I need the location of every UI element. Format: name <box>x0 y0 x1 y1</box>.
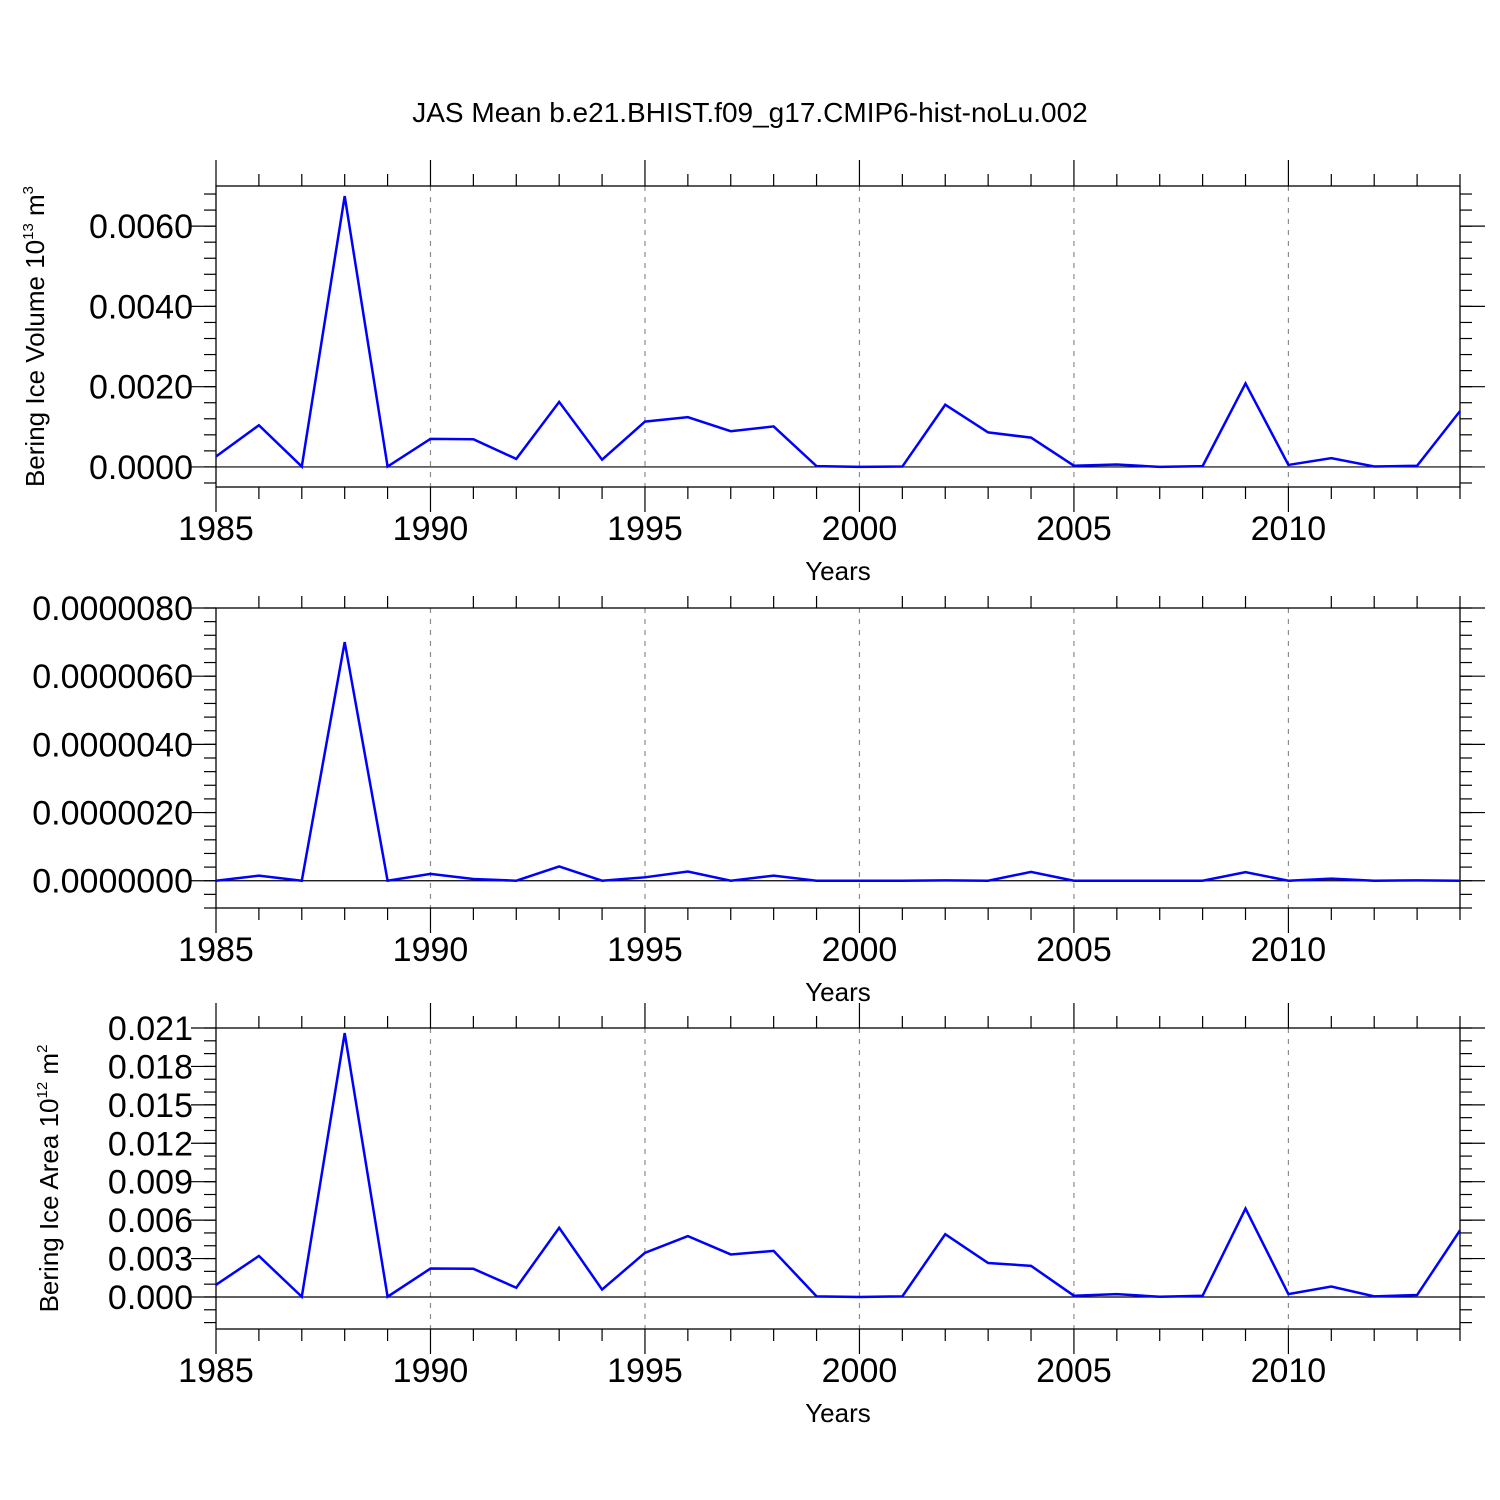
p0-x-tick-label-1985: 1985 <box>178 510 254 548</box>
p0-x-tick-label-2010: 2010 <box>1251 510 1327 548</box>
p2-y-tick-label-0.012: 0.012 <box>108 1125 193 1163</box>
p1-x-tick-label-1990: 1990 <box>393 931 469 969</box>
p1-y-tick-label-0.0000060: 0.0000060 <box>32 658 193 696</box>
p0-y-tick-label-0.0020: 0.0020 <box>89 369 193 407</box>
p2-y-tick-label-0.006: 0.006 <box>108 1202 193 1240</box>
p2-y-tick-label-0.018: 0.018 <box>108 1048 193 1086</box>
p0-y-tick-label-0.0060: 0.0060 <box>89 208 193 246</box>
p2-x-tick-label-2010: 2010 <box>1251 1352 1327 1390</box>
p2-plot-frame <box>215 1027 1461 1330</box>
p0-plot-frame <box>215 185 1461 488</box>
p2-y-tick-label-0.021: 0.021 <box>108 1010 193 1048</box>
p2-y-tick-label-0.015: 0.015 <box>108 1087 193 1125</box>
panel-ice-area: 1985 1990 1995 2000 2005 2010Years0.0000.0030… <box>34 1003 1485 1428</box>
p2-x-axis-label: Years <box>805 1398 871 1428</box>
p2-y-tick-label-0.003: 0.003 <box>108 1241 193 1279</box>
p0-x-tick-label-1995: 1995 <box>607 510 683 548</box>
p1-series-line-0 <box>215 641 1461 883</box>
p0-y-axis-label: Bering Ice Volume 1013 m3 <box>20 186 50 487</box>
p1-x-tick-label-1995: 1995 <box>607 931 683 969</box>
p2-y-tick-label-0.009: 0.009 <box>108 1164 193 1202</box>
p1-plot-frame <box>215 607 1461 909</box>
p2-y-axis-label: Bering Ice Area 1012 m2 <box>34 1045 64 1313</box>
p1-x-tick-label-2000: 2000 <box>822 931 898 969</box>
p0-y-tick-label-0.0000: 0.0000 <box>89 449 193 487</box>
p1-y-tick-label-0.0000020: 0.0000020 <box>32 795 193 833</box>
panel-second-variable: 1985 1990 1995 2000 2005 2010 Years 0.0000000 0.… <box>32 590 1485 1007</box>
p1-y-tick-label-0.0000080: 0.0000080 <box>32 590 193 628</box>
p2-y-tick-label-0.000: 0.000 <box>108 1279 193 1317</box>
p1-x-tick-label-1985: 1985 <box>178 931 254 969</box>
p0-y-tick-label-0.0040: 0.0040 <box>89 288 193 326</box>
p1-x-tick-label-2005: 2005 <box>1036 931 1112 969</box>
p2-series-line-0 <box>215 1032 1462 1300</box>
panel-ice-volume: 1985 1990 1995 2000 2005 2010 Years 0.0000 0.002… <box>20 160 1485 586</box>
p2-x-tick-label-1995: 1995 <box>607 1352 683 1390</box>
p2-x-tick-label-1985: 1985 <box>178 1352 254 1390</box>
p0-series-line-0 <box>215 195 1461 470</box>
figure-title: JAS Mean b.e21.BHIST.f09_g17.CMIP6-hist-… <box>412 97 1088 128</box>
p1-x-tick-label-2010: 2010 <box>1251 931 1327 969</box>
p0-x-tick-label-2000: 2000 <box>822 510 898 548</box>
p0-x-tick-label-2005: 2005 <box>1036 510 1112 548</box>
p2-x-tick-label-2005: 2005 <box>1036 1352 1112 1390</box>
p1-x-axis-label: Years <box>805 977 871 1007</box>
p2-x-tick-label-2000: 2000 <box>822 1352 898 1390</box>
p1-y-tick-label-0.0000000: 0.0000000 <box>32 863 193 901</box>
p0-x-axis-label: Years <box>805 556 871 586</box>
p0-x-tick-label-1990: 1990 <box>393 510 469 548</box>
p1-y-tick-label-0.0000040: 0.0000040 <box>32 726 193 764</box>
p2-x-tick-label-1990: 1990 <box>393 1352 469 1390</box>
